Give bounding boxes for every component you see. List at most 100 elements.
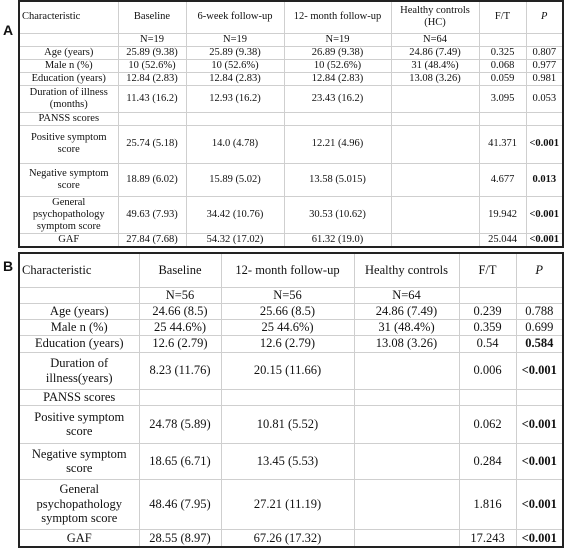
header-cell: P [525,0,564,34]
table-cell: 18.65 (6.71) [138,442,222,480]
table-cell: 12.84 (2.83) [283,71,392,86]
table-cell: 0.584 [515,334,564,353]
table-cell [515,388,564,406]
table-cell: Education (years) [18,334,140,353]
table-cell: N=19 [185,32,285,47]
table-row: Negative symptom score 18.65 (6.71) 13.45 … [18,442,564,480]
header-cell: Healthy controls [353,252,460,288]
table-cell [458,286,517,304]
table-cell: 0.013 [525,162,564,197]
table-row: Age (years) 24.66 (8.5) 25.66 (8.5) 24.86 (… [18,302,564,320]
table-cell: 19.942 [478,195,527,235]
table-row: N=19 N=19 N=19 N=64 [18,32,564,47]
table-row: General psychopathology symptom score 48.… [18,478,564,530]
table-cell: 27.84 (7.68) [117,233,187,248]
table-row: N=56 N=56 N=64 [18,286,564,304]
table-cell: 25.74 (5.18) [117,124,187,164]
table-cell [478,32,527,47]
table-row: Characteristic Baseline 12- month follow-u… [18,252,564,288]
table-cell: 4.677 [478,162,527,197]
table-cell: 54.32 (17.02) [185,233,285,248]
table-cell: 0.059 [478,71,527,86]
table-cell [220,388,355,406]
table-row: Positive symptom score 25.74 (5.18) 14.0 (… [18,124,564,164]
header-cell: F/T [458,252,517,288]
table-cell: 12.84 (2.83) [185,71,285,86]
table-row: Duration of illness(years) 8.23 (11.76) 20… [18,351,564,390]
table-cell: Positive symptom score [18,404,140,444]
table-cell: 31 (48.4%) [390,58,480,73]
table-cell: <0.001 [515,404,564,444]
header-cell: 6-week follow-up [185,0,285,34]
table-cell [353,528,460,548]
table-cell: <0.001 [515,442,564,480]
table-cell: 12.6 (2.79) [138,334,222,353]
table-cell: Age (years) [18,45,119,60]
table-cell [525,111,564,126]
table-cell: N=64 [353,286,460,304]
table-cell: Duration of illness (months) [18,84,119,113]
table-cell: PANSS scores [18,111,119,126]
table-cell: 24.78 (5.89) [138,404,222,444]
header-cell: Baseline [138,252,222,288]
table-cell: 48.46 (7.95) [138,478,222,530]
table-cell: 26.89 (9.38) [283,45,392,60]
table-row: Education (years) 12.6 (2.79) 12.6 (2.79) 1… [18,334,564,353]
table-cell [353,442,460,480]
table-row: Negative symptom score 18.89 (6.02) 15.89 … [18,162,564,197]
table-cell: 25.66 (8.5) [220,302,355,320]
header-cell: Baseline [117,0,187,34]
table-cell: 24.66 (8.5) [138,302,222,320]
table-cell: 13.45 (5.53) [220,442,355,480]
table-cell: 23.43 (16.2) [283,84,392,113]
table-cell: 0.699 [515,318,564,336]
table-cell: 10 (52.6%) [283,58,392,73]
table-cell: 25.89 (9.38) [117,45,187,60]
table-cell: Age (years) [18,302,140,320]
table-cell: 0.359 [458,318,517,336]
table-cell [353,404,460,444]
header-cell: Characteristic [18,0,119,34]
table-cell: 14.0 (4.78) [185,124,285,164]
table-cell: 0.977 [525,58,564,73]
table-cell [18,32,119,47]
table-cell: 0.325 [478,45,527,60]
table-cell: 20.15 (11.66) [220,351,355,390]
table-cell [525,32,564,47]
table-cell [515,286,564,304]
panel-label: A [3,22,14,38]
table-cell: 24.86 (7.49) [390,45,480,60]
table-cell: 0.807 [525,45,564,60]
table-cell: General psychopathology symptom score [18,195,119,235]
table-row: PANSS scores [18,111,564,126]
table-cell [353,388,460,406]
table-cell [390,162,480,197]
table-cell: 0.54 [458,334,517,353]
table-cell: Male n (%) [18,58,119,73]
table-cell: 0.239 [458,302,517,320]
table-cell: <0.001 [525,124,564,164]
table-cell [390,233,480,248]
table-cell: 12.6 (2.79) [220,334,355,353]
table-cell: Positive symptom score [18,124,119,164]
table-cell: GAF [18,233,119,248]
table-cell: 25 44.6%) [138,318,222,336]
table-cell: <0.001 [515,478,564,530]
panel-label: B [3,258,14,274]
table: Characteristic Baseline 12- month follow-u… [18,252,564,548]
table-cell: 34.42 (10.76) [185,195,285,235]
table-cell: 28.55 (8.97) [138,528,222,548]
table-cell: 0.062 [458,404,517,444]
header-cell: Healthy controls (HC) [390,0,480,34]
table-cell: 0.053 [525,84,564,113]
table-cell: General psychopathology symptom score [18,478,140,530]
table-cell: 10.81 (5.52) [220,404,355,444]
table-cell: 18.89 (6.02) [117,162,187,197]
table-cell: 31 (48.4%) [353,318,460,336]
table-cell: 25.89 (9.38) [185,45,285,60]
table-cell: GAF [18,528,140,548]
table-row: General psychopathology symptom score 49.… [18,195,564,235]
header-cell: P [515,252,564,288]
table-row: Male n (%) 10 (52.6%) 10 (52.6%) 10 (52.6%)… [18,58,564,73]
